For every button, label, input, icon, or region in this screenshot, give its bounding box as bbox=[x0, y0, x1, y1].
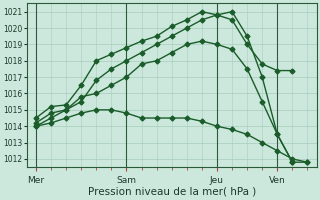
X-axis label: Pression niveau de la mer( hPa ): Pression niveau de la mer( hPa ) bbox=[88, 187, 256, 197]
